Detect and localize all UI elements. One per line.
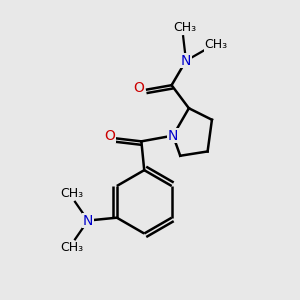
- Text: CH₃: CH₃: [173, 21, 196, 34]
- Text: N: N: [168, 129, 178, 142]
- Text: CH₃: CH₃: [61, 242, 84, 254]
- Text: N: N: [83, 214, 93, 228]
- Text: CH₃: CH₃: [61, 187, 84, 200]
- Text: O: O: [134, 81, 145, 95]
- Text: O: O: [104, 129, 115, 142]
- Text: N: N: [181, 54, 191, 68]
- Text: CH₃: CH₃: [205, 38, 228, 51]
